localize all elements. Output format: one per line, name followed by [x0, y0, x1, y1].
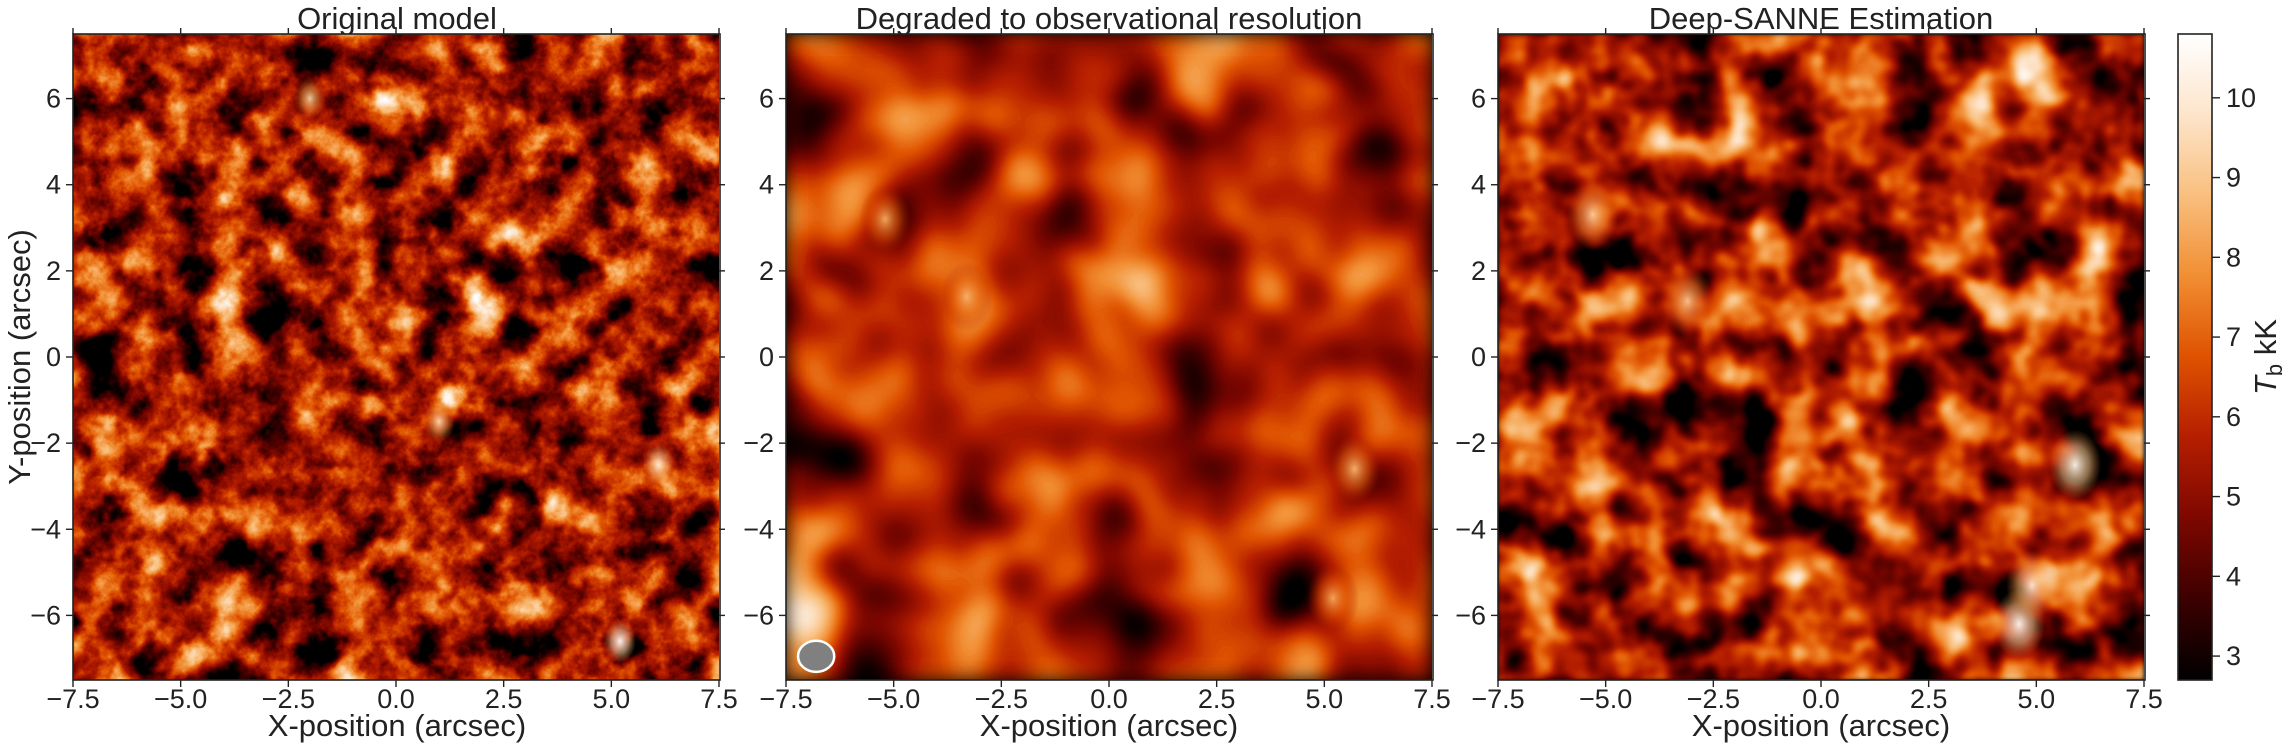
x-axis-label: X-position (arcsec)	[1692, 708, 1950, 743]
hotspot	[423, 400, 456, 444]
hotspot	[940, 261, 993, 332]
hotspot	[1328, 433, 1381, 505]
x-axis-label: X-position (arcsec)	[980, 708, 1238, 743]
hotspot	[859, 184, 912, 255]
panel-original-model: Original model −7.5 −5.0 −2.5 0.0 2.5 5.0 7.5 …	[2, 1, 738, 743]
colorbar: 3 4 5 6 7 8 9 10 Tb kK	[2177, 33, 2287, 681]
hotspot	[2006, 550, 2059, 621]
x-tick-label: 2.5	[485, 684, 523, 714]
hotspot	[1661, 265, 1714, 337]
colorbar-tick-label: 7	[2226, 322, 2241, 352]
y-tick-label: 0	[759, 342, 774, 372]
colorbar-tick-label: 6	[2226, 402, 2241, 432]
x-tick-label: 2.5	[1910, 684, 1948, 714]
hotspot	[603, 619, 636, 663]
colorbar-gradient	[2178, 34, 2212, 680]
x-axis-label: X-position (arcsec)	[268, 708, 526, 743]
x-tick-label: −7.5	[1471, 684, 1524, 714]
y-ticks: −6 −4 −2 0 2 4 6	[1455, 84, 2150, 630]
x-tick-label: −2.5	[262, 684, 315, 714]
y-tick-label: 2	[46, 256, 61, 286]
hotspot	[1306, 563, 1359, 634]
heatmap-field	[73, 34, 719, 680]
hotspot	[1566, 179, 1619, 250]
x-ticks: −7.5 −5.0 −2.5 0.0 2.5 5.0 7.5	[759, 28, 1451, 714]
y-tick-label: 6	[46, 84, 61, 114]
y-ticks: −6 −4 −2 0 2 4 6	[30, 84, 725, 630]
x-tick-label: 0.0	[377, 684, 415, 714]
hotspot	[2049, 429, 2102, 500]
colorbar-tick-label: 3	[2226, 641, 2241, 671]
x-tick-label: −2.5	[975, 684, 1028, 714]
x-tick-label: 5.0	[593, 684, 631, 714]
hotspot	[642, 443, 675, 487]
y-tick-label: 6	[1471, 84, 1486, 114]
y-tick-label: 4	[46, 170, 61, 200]
heatmap-plot	[786, 34, 1432, 680]
x-tick-label: −5.0	[154, 684, 207, 714]
y-tick-label: 4	[1471, 170, 1486, 200]
y-ticks: −6 −4 −2 0 2 4 6	[743, 84, 1438, 630]
y-tick-label: −6	[1455, 600, 1486, 630]
colorbar-label: Tb kK	[2248, 319, 2287, 395]
x-ticks: −7.5 −5.0 −2.5 0.0 2.5 5.0 7.5	[1471, 28, 2163, 714]
y-tick-label: 6	[759, 84, 774, 114]
y-tick-label: 2	[1471, 256, 1486, 286]
beam-ellipse	[796, 639, 836, 674]
heatmap-plot	[1498, 34, 2144, 680]
colorbar-ticks: 3 4 5 6 7 8 9 10	[2212, 83, 2256, 671]
y-axis-label: Y-position (arcsec)	[2, 229, 37, 485]
x-tick-label: −7.5	[46, 684, 99, 714]
x-tick-label: 0.0	[1802, 684, 1840, 714]
x-tick-label: −5.0	[1579, 684, 1632, 714]
panel-title: Original model	[297, 1, 497, 36]
x-tick-label: 7.5	[2125, 684, 2163, 714]
y-tick-label: 0	[46, 342, 61, 372]
y-tick-label: −4	[743, 514, 774, 544]
colorbar-tick-label: 4	[2226, 561, 2241, 591]
y-tick-label: −6	[743, 600, 774, 630]
x-tick-label: 0.0	[1090, 684, 1128, 714]
y-tick-label: 2	[759, 256, 774, 286]
y-tick-label: −4	[1455, 514, 1486, 544]
hotspot	[293, 77, 326, 121]
x-tick-label: 2.5	[1198, 684, 1236, 714]
colorbar-tick-label: 8	[2226, 242, 2241, 272]
x-tick-label: −7.5	[759, 684, 812, 714]
x-tick-label: −2.5	[1687, 684, 1740, 714]
x-tick-label: 5.0	[2018, 684, 2056, 714]
x-tick-label: 7.5	[700, 684, 738, 714]
colorbar-tick-label: 5	[2226, 482, 2241, 512]
y-tick-label: −2	[743, 428, 774, 458]
colorbar-tick-label: 10	[2226, 83, 2256, 113]
x-ticks: −7.5 −5.0 −2.5 0.0 2.5 5.0 7.5	[46, 28, 738, 714]
y-tick-label: 0	[1471, 342, 1486, 372]
x-tick-label: −5.0	[867, 684, 920, 714]
x-tick-label: 5.0	[1306, 684, 1344, 714]
y-tick-label: −4	[30, 514, 61, 544]
panel-degraded: Degraded to observational resolution −7.…	[743, 1, 1451, 743]
panel-deep-sanne: Deep-SANNE Estimation −7.5 −5.0 −2.5 0.0 2.5…	[1455, 1, 2163, 743]
heatmap-plot	[73, 34, 719, 680]
y-tick-label: 4	[759, 170, 774, 200]
y-tick-label: −2	[1455, 428, 1486, 458]
colorbar-tick-label: 9	[2226, 163, 2241, 193]
y-tick-label: −2	[30, 428, 61, 458]
y-tick-label: −6	[30, 600, 61, 630]
x-tick-label: 7.5	[1413, 684, 1451, 714]
colorbar-frame	[2177, 33, 2213, 681]
